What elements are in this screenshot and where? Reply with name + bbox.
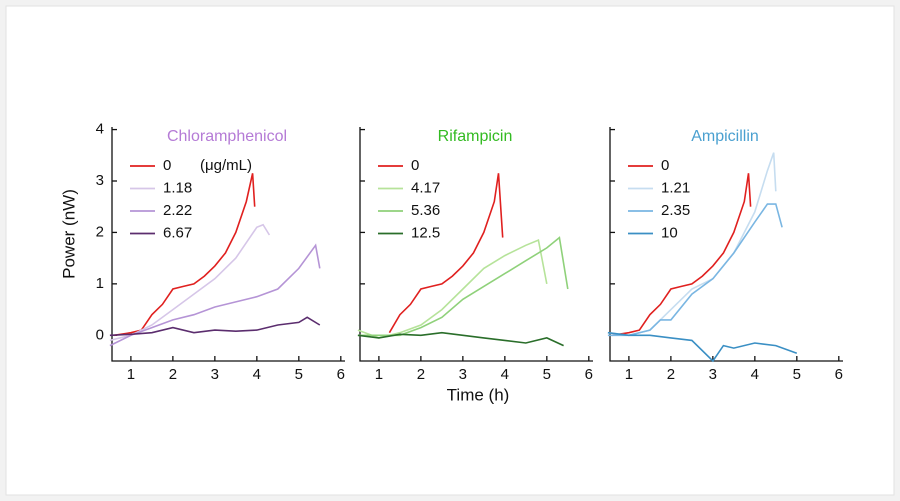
data-line [109, 243, 321, 347]
panel-title: Ampicillin [691, 128, 759, 145]
legend-label: 0 [163, 157, 171, 174]
x-tick-label: 5 [793, 366, 801, 383]
panel-title: Chloramphenicol [167, 128, 287, 145]
x-tick-label: 4 [501, 366, 509, 383]
card [5, 5, 895, 496]
data-line [388, 173, 504, 334]
legend-label: 0 [411, 157, 419, 174]
x-tick-label: 3 [211, 366, 219, 383]
x-tick-label: 5 [295, 366, 303, 383]
x-tick-label: 2 [169, 366, 177, 383]
x-tick-label: 1 [375, 366, 383, 383]
x-tick-label: 6 [337, 366, 345, 383]
legend-label: 1.21 [661, 179, 690, 196]
legend-label: 0 [661, 157, 669, 174]
x-tick-label: 1 [625, 366, 633, 383]
x-tick-label: 3 [459, 366, 467, 383]
x-tick-label: 2 [417, 366, 425, 383]
legend-label: 4.17 [411, 179, 440, 196]
legend-label: 2.35 [661, 202, 690, 219]
y-axis-label: Power (nW) [59, 189, 78, 279]
legend-label: 2.22 [163, 202, 192, 219]
data-line [357, 238, 548, 339]
axis [111, 127, 345, 362]
axis [359, 127, 593, 362]
data-line [109, 223, 271, 342]
y-tick-label: 4 [96, 121, 104, 138]
y-tick-label: 1 [96, 275, 104, 292]
x-tick-label: 3 [709, 366, 717, 383]
y-tick-label: 2 [96, 223, 104, 240]
legend-label: 1.18 [163, 179, 192, 196]
data-line [607, 203, 783, 337]
legend-label: 12.5 [411, 224, 440, 241]
x-tick-label: 4 [253, 366, 261, 383]
panel-title: Rifampicin [438, 128, 513, 145]
legend-label: 5.36 [411, 202, 440, 219]
data-line [607, 331, 798, 363]
x-tick-label: 6 [585, 366, 593, 383]
data-line [611, 173, 752, 337]
x-tick-label: 1 [127, 366, 135, 383]
data-line [109, 316, 321, 337]
axis [609, 127, 843, 362]
x-tick-label: 2 [667, 366, 675, 383]
x-tick-label: 6 [835, 366, 843, 383]
data-line [113, 173, 256, 337]
legend-unit: (μg/mL) [200, 157, 252, 174]
x-tick-label: 5 [543, 366, 551, 383]
y-tick-label: 3 [96, 172, 104, 189]
x-tick-label: 4 [751, 366, 759, 383]
legend-label: 10 [661, 224, 678, 241]
legend-label: 6.67 [163, 224, 192, 241]
data-line [357, 331, 564, 347]
x-axis-label: Time (h) [447, 385, 510, 404]
y-tick-label: 0 [96, 326, 104, 343]
